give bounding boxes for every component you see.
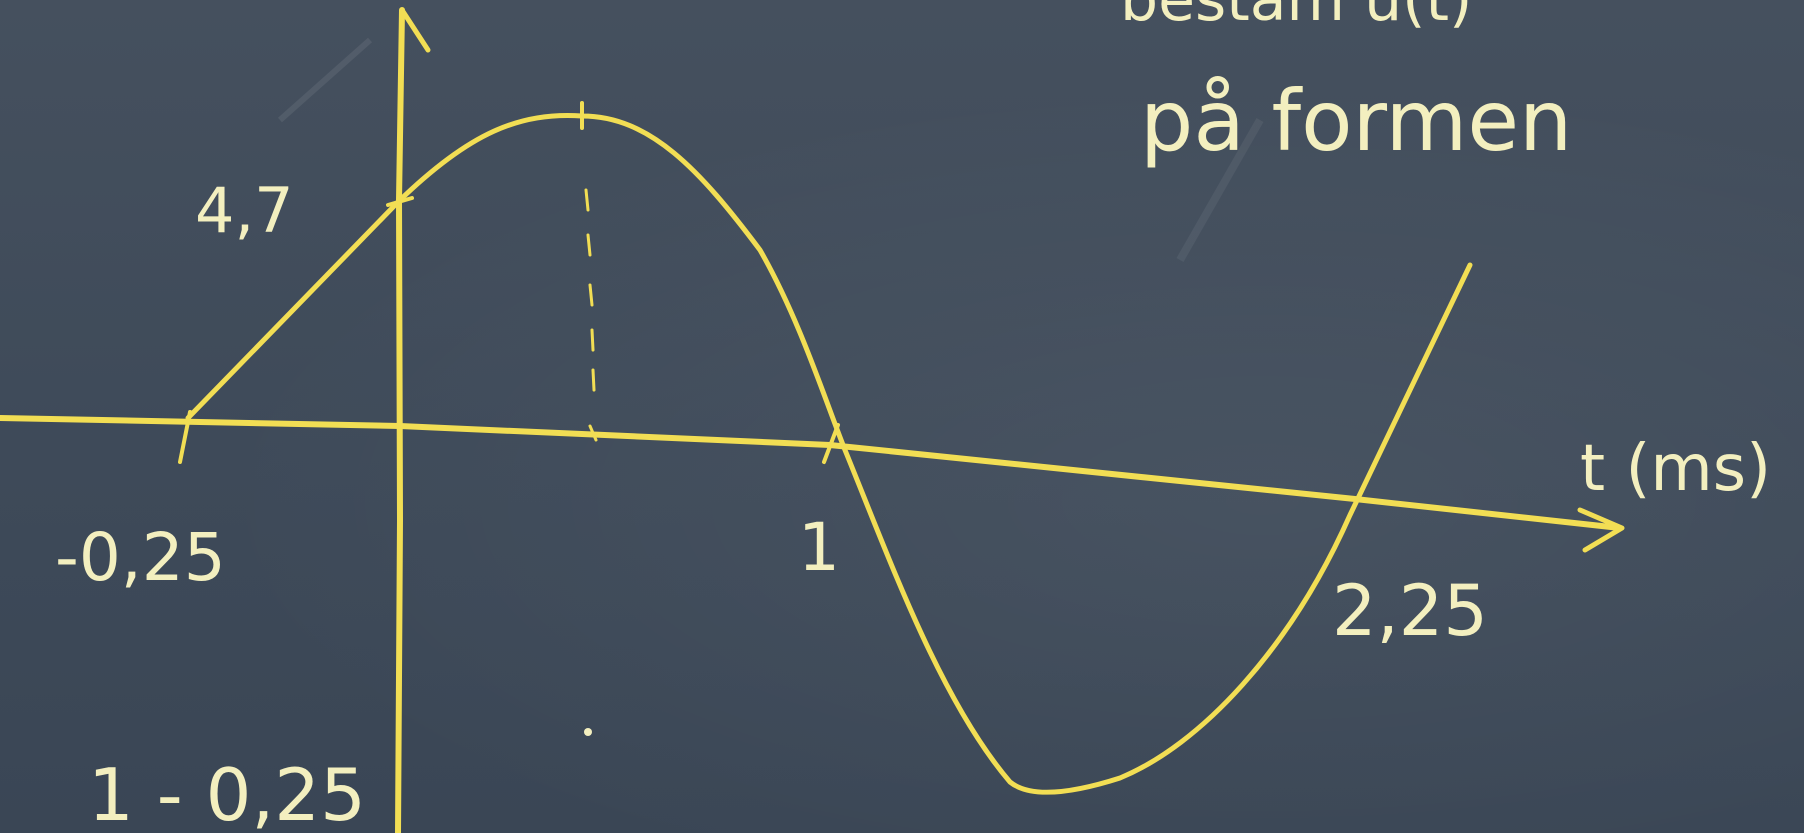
- bottom-note: 1 - 0,25: [88, 753, 366, 833]
- x-axis-label: t (ms): [1580, 432, 1771, 506]
- y-axis-arrowhead: [399, 7, 431, 53]
- y-intercept-label: 4,7: [195, 174, 294, 247]
- tick-peak-axis: [588, 424, 598, 442]
- x-tick-label-2: 2,25: [1332, 570, 1488, 652]
- x-tick-label-1: 1: [798, 509, 840, 586]
- board-smudge: [278, 37, 372, 123]
- x-axis-arrowhead: [1577, 507, 1625, 553]
- peak-dashed-line: [584, 188, 596, 392]
- y-axis: [395, 7, 405, 833]
- board-smudge: [1176, 118, 1264, 262]
- chalk-dot: [584, 728, 592, 736]
- sine-curve: [185, 113, 1473, 795]
- x-tick-label-neg: -0,25: [55, 519, 226, 596]
- top-text-line2: på formen: [1140, 72, 1572, 170]
- top-text-fragment: bestäm u(t): [1120, 0, 1472, 35]
